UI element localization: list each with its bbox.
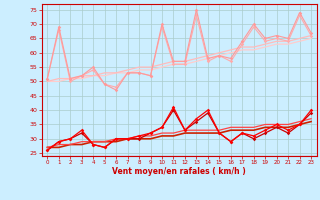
X-axis label: Vent moyen/en rafales ( km/h ): Vent moyen/en rafales ( km/h ) bbox=[112, 167, 246, 176]
